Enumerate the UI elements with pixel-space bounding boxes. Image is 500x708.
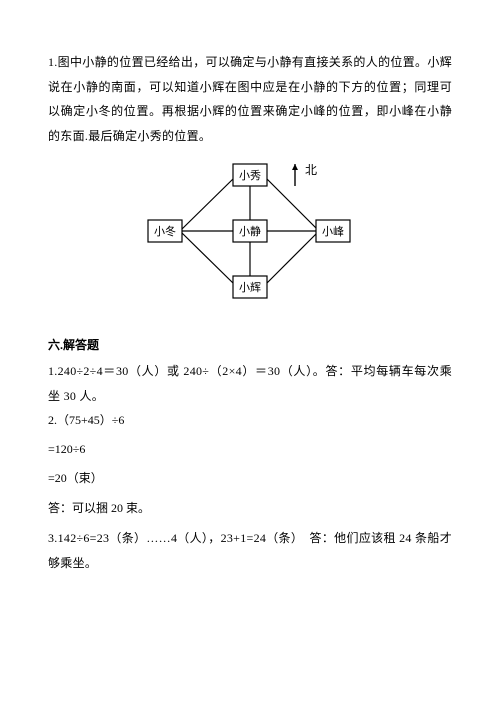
section-6-heading: 六.解答题 — [48, 336, 452, 353]
q2-line1: 2.（75+45）÷6 — [48, 409, 452, 432]
q3-text: 3.142÷6=23（条）……4（人），23+1=24（条） 答：他们应该租 2… — [48, 526, 452, 575]
q2-line2: =120÷6 — [48, 438, 452, 461]
svg-text:小峰: 小峰 — [322, 225, 344, 238]
svg-text:小冬: 小冬 — [154, 224, 176, 238]
q2-answer: 答：可以捆 20 束。 — [48, 497, 452, 520]
q2-line3: =20（束） — [48, 467, 452, 490]
svg-text:小秀: 小秀 — [239, 169, 261, 182]
diagram-svg: 北 小秀小冬 小静 小峰小辉 — [130, 158, 370, 318]
svg-text:北: 北 — [305, 163, 317, 177]
svg-text:小静: 小静 — [239, 224, 261, 238]
position-diagram: 北 小秀小冬 小静 小峰小辉 — [48, 158, 452, 318]
svg-text:小辉: 小辉 — [239, 281, 261, 294]
q1-text: 1.240÷2÷4＝30（人）或 240÷（2×4）＝30（人）。答：平均每辆车… — [48, 359, 452, 408]
problem-1-text: 1.图中小静的位置已经给出，可以确定与小静有直接关系的人的位置。小辉说在小静的南… — [48, 50, 452, 148]
